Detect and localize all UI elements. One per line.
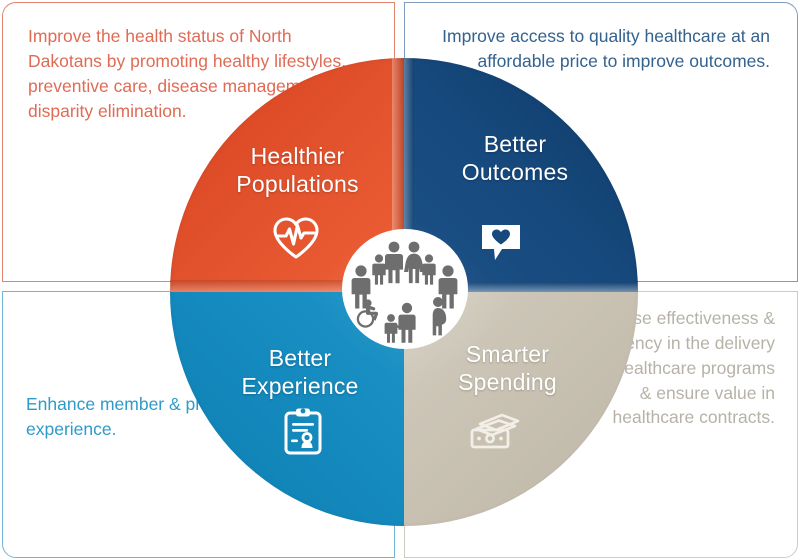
label-line-2: Outcomes bbox=[461, 159, 569, 186]
cash-money-icon bbox=[468, 412, 522, 457]
label-healthier-populations: Healthier Populations bbox=[190, 142, 405, 198]
heart-pulse-icon bbox=[272, 216, 320, 265]
label-line-2: Populations bbox=[236, 171, 359, 198]
label-line-1: Better bbox=[268, 345, 332, 371]
label-line-1: Healthier bbox=[250, 143, 345, 169]
people-ring-icon bbox=[344, 231, 466, 347]
label-line-2: Experience bbox=[241, 373, 359, 400]
description-healthier-populations: Improve the health status of North Dakot… bbox=[28, 26, 347, 121]
label-line-1: Smarter bbox=[465, 341, 550, 367]
clipboard-person-icon bbox=[282, 406, 324, 461]
label-line-2: Spending bbox=[458, 369, 557, 396]
speech-bubble-heart-icon bbox=[478, 222, 524, 269]
label-line-1: Better bbox=[483, 131, 547, 157]
label-smarter-spending: Smarter Spending bbox=[415, 340, 600, 396]
description-better-outcomes: Improve access to quality healthcare at … bbox=[442, 26, 770, 71]
quadrant-wheel bbox=[170, 58, 638, 526]
label-better-outcomes: Better Outcomes bbox=[420, 130, 610, 186]
label-better-experience: Better Experience bbox=[200, 344, 400, 400]
